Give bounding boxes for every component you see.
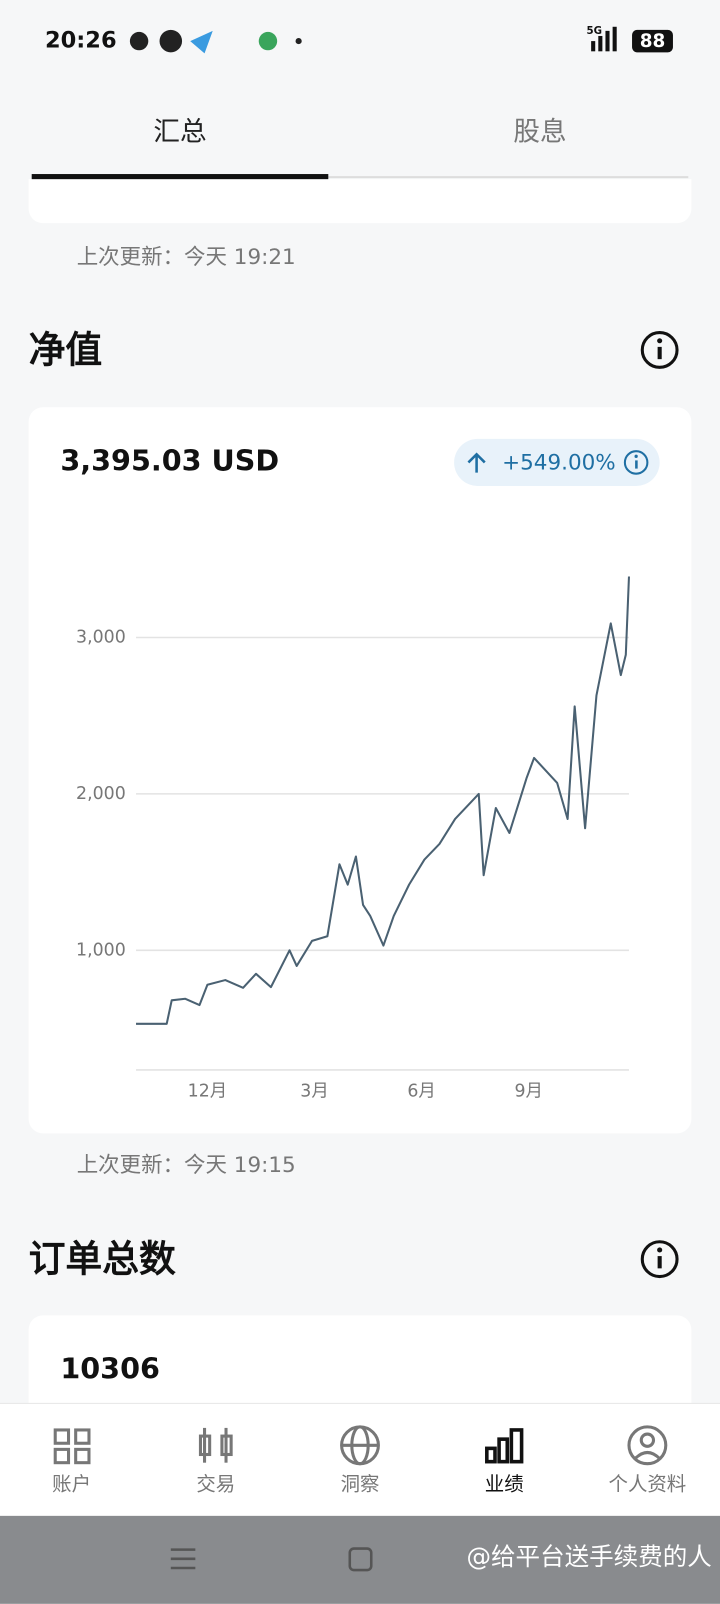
change-pill [454, 438, 660, 486]
watermark: @给平台送手续费的人 [466, 1542, 711, 1571]
tab-divider [31, 176, 689, 179]
network-label: 5G [586, 26, 602, 37]
nav-label[interactable]: 洞察 [341, 1473, 380, 1496]
nav-icon[interactable] [340, 1425, 380, 1466]
nav-label[interactable]: 交易 [196, 1473, 235, 1496]
bottom-nav [0, 1403, 720, 1516]
net-value-amount: 3,395.03 USD [60, 443, 279, 477]
nav-icon[interactable] [485, 1428, 524, 1464]
info-icon[interactable] [640, 1240, 679, 1279]
clock: 20:26 [45, 28, 117, 54]
update-time: 上次更新：今天 19:15 [77, 1153, 296, 1178]
status-icons [129, 26, 673, 54]
info-icon[interactable] [623, 450, 649, 475]
system-bar [0, 1515, 720, 1604]
tab-bar-bg [0, 82, 720, 180]
nav-icon[interactable] [627, 1425, 668, 1466]
up-arrow [467, 452, 486, 473]
change-percent: +549.00% [502, 450, 616, 475]
battery-level: 88 [640, 31, 666, 52]
section-title: 订单总数 [29, 1238, 176, 1281]
x-tick-label: 3月 [300, 1081, 328, 1101]
tab-indicator [31, 174, 329, 180]
x-tick-label: 9月 [514, 1081, 542, 1101]
y-tick-label: 1,000 [76, 940, 126, 960]
net-value-line [136, 576, 630, 1025]
tab[interactable]: 股息 [513, 117, 566, 148]
nav-label[interactable]: 账户 [52, 1473, 91, 1496]
orders-count: 10306 [60, 1352, 160, 1386]
nav-icon[interactable] [53, 1428, 91, 1465]
tab[interactable]: 汇总 [153, 117, 206, 148]
system-buttons[interactable] [170, 1547, 373, 1572]
nav-label[interactable]: 业绩 [485, 1473, 524, 1496]
nav-label[interactable]: 个人资料 [609, 1473, 687, 1496]
y-tick-label: 2,000 [76, 784, 126, 804]
update-time: 上次更新：今天 19:21 [77, 245, 296, 270]
x-tick-label: 12月 [188, 1081, 227, 1101]
nav-icon[interactable] [198, 1427, 233, 1463]
chart-card [28, 407, 692, 1134]
y-tick-label: 3,000 [76, 628, 126, 648]
section-title: 净值 [29, 329, 103, 372]
x-tick-label: 6月 [407, 1081, 435, 1101]
info-icon[interactable] [640, 331, 679, 369]
